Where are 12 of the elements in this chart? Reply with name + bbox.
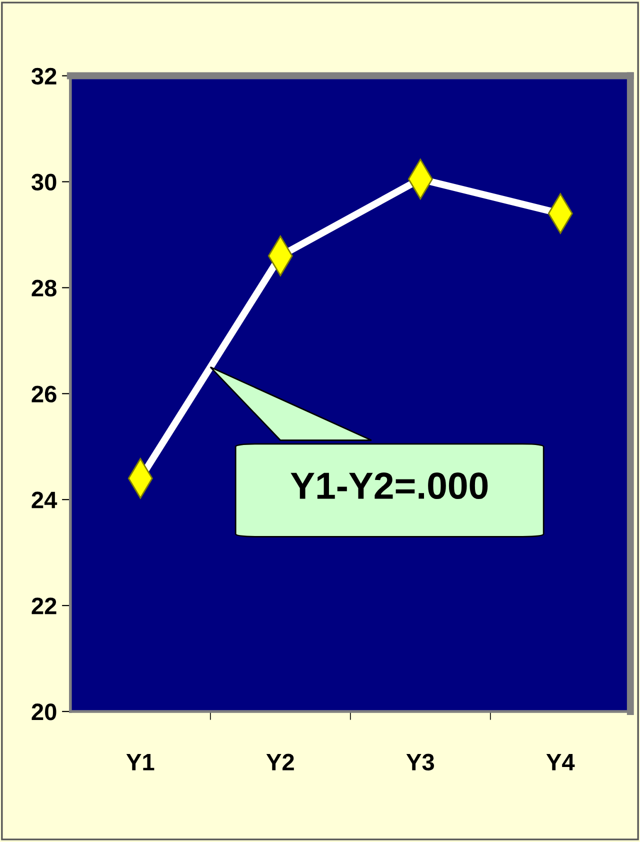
- y-tick-label: 32: [31, 68, 56, 85]
- y-tick-label: 20: [32, 704, 56, 720]
- y-tick-label: 24: [32, 492, 58, 508]
- y-tick-label: 30: [31, 174, 56, 191]
- x-tick-label: Y3: [406, 754, 434, 771]
- y-tick-label: 26: [32, 386, 56, 402]
- y-tick-label: 22: [32, 598, 56, 614]
- annotation: Y1-Y2=.000: [290, 472, 488, 500]
- x-tick-label: Y1: [126, 754, 154, 770]
- x-tick-label: Y4: [546, 754, 575, 770]
- x-tick-label: Y2: [266, 754, 294, 770]
- y-tick-label: 28: [32, 280, 56, 296]
